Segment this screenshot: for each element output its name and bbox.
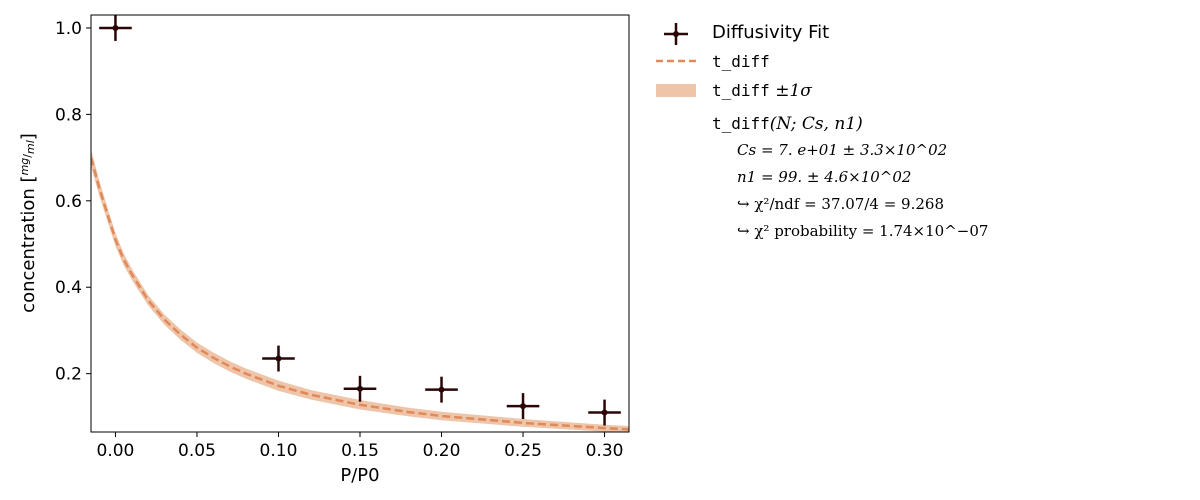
y-axis-label-unit-den: ml: [24, 140, 37, 154]
legend-entry-line: t_diff: [650, 47, 1190, 76]
data-point: [99, 15, 132, 41]
legend-band-label-mono: t_diff: [712, 81, 770, 100]
y-tick-label: 0.4: [55, 278, 82, 298]
x-tick-label: 0.20: [423, 441, 461, 461]
y-axis-label-prefix: concentration [: [18, 175, 39, 312]
fit-param-cs: Cs = 7. e+01 ± 3.3×10^02: [737, 141, 948, 159]
y-tick-label: 0.2: [55, 365, 82, 385]
data-point: [425, 376, 458, 403]
fit-results: t_diff(N; Cs, n1) Cs = 7. e+01 ± 3.3×10^…: [712, 110, 988, 245]
x-tick-label: 0.25: [504, 441, 542, 461]
point-marker: [357, 385, 363, 392]
y-ticks: 0.2 0.4 0.6 0.8 1.0: [55, 19, 91, 385]
legend-band-label-rest: ±1σ: [769, 81, 812, 101]
point-marker: [438, 386, 445, 393]
data-point: [588, 399, 621, 426]
y-axis-label-suffix: ]: [18, 133, 39, 140]
plot-frame: [90, 14, 630, 433]
fit-model-args: (N; Cs, n1): [769, 114, 863, 134]
x-tick-label: 0.30: [586, 441, 624, 461]
legend-line-label: t_diff: [712, 52, 770, 71]
chart: 0.00 0.05 0.10 0.15 0.20 0.25 0.30 0.20.40.60.…: [18, 14, 630, 486]
y-tick-label: 1.0: [55, 19, 82, 39]
y-tick-label: 0.6: [55, 192, 82, 212]
data-point: [343, 375, 377, 402]
fit-model: t_diff(N; Cs, n1): [712, 110, 988, 137]
uncertainty-band: [91, 149, 629, 432]
data-point: [262, 345, 295, 372]
line-layer: [91, 157, 629, 431]
y-axis-label-unit-slash: /: [21, 154, 34, 158]
x-ticks: 0.00 0.05 0.10 0.15 0.20 0.25 0.30: [97, 432, 624, 461]
band-layer: [91, 149, 629, 432]
legend: Diffusivity Fit t_diff t_diff ±1σ t_diff…: [650, 18, 1190, 240]
point-marker: [275, 355, 282, 362]
fit-model-name: t_diff: [712, 114, 770, 133]
legend-band-label: t_diff ±1σ: [712, 76, 812, 106]
legend-entry-band: t_diff ±1σ: [650, 76, 1190, 105]
x-axis-label: P/P0: [340, 465, 379, 486]
errorbar-marker-icon: [664, 23, 688, 45]
y-axis-label: concentration [mg/ml]: [18, 133, 39, 313]
fit-line: [91, 157, 629, 431]
x-tick-label: 0.15: [341, 441, 379, 461]
legend-entry-fit: Diffusivity Fit: [650, 18, 1190, 47]
point-marker: [520, 403, 527, 410]
x-tick-label: 0.05: [178, 441, 216, 461]
fit-param-n1: n1 = 99. ± 4.6×10^02: [737, 168, 912, 186]
data-point: [506, 393, 540, 420]
legend-fit-label: Diffusivity Fit: [712, 22, 830, 43]
fit-chi2-probability: ↪ χ² probability = 1.74×10^−07: [737, 222, 989, 240]
dashed-line-icon: [656, 59, 696, 63]
y-axis-label-unit-num: mg: [18, 158, 31, 176]
points-layer: [99, 15, 621, 426]
y-tick-label: 0.8: [55, 105, 82, 125]
x-tick-label: 0.10: [260, 441, 298, 461]
band-swatch-icon: [656, 84, 696, 97]
point-marker: [112, 24, 119, 31]
point-marker: [601, 409, 608, 416]
fit-chi2-ndf: ↪ χ²/ndf = 37.07/4 = 9.268: [737, 195, 944, 213]
x-tick-label: 0.00: [97, 441, 135, 461]
svg-text:concentration [mg/ml]: concentration [mg/ml]: [18, 133, 39, 313]
